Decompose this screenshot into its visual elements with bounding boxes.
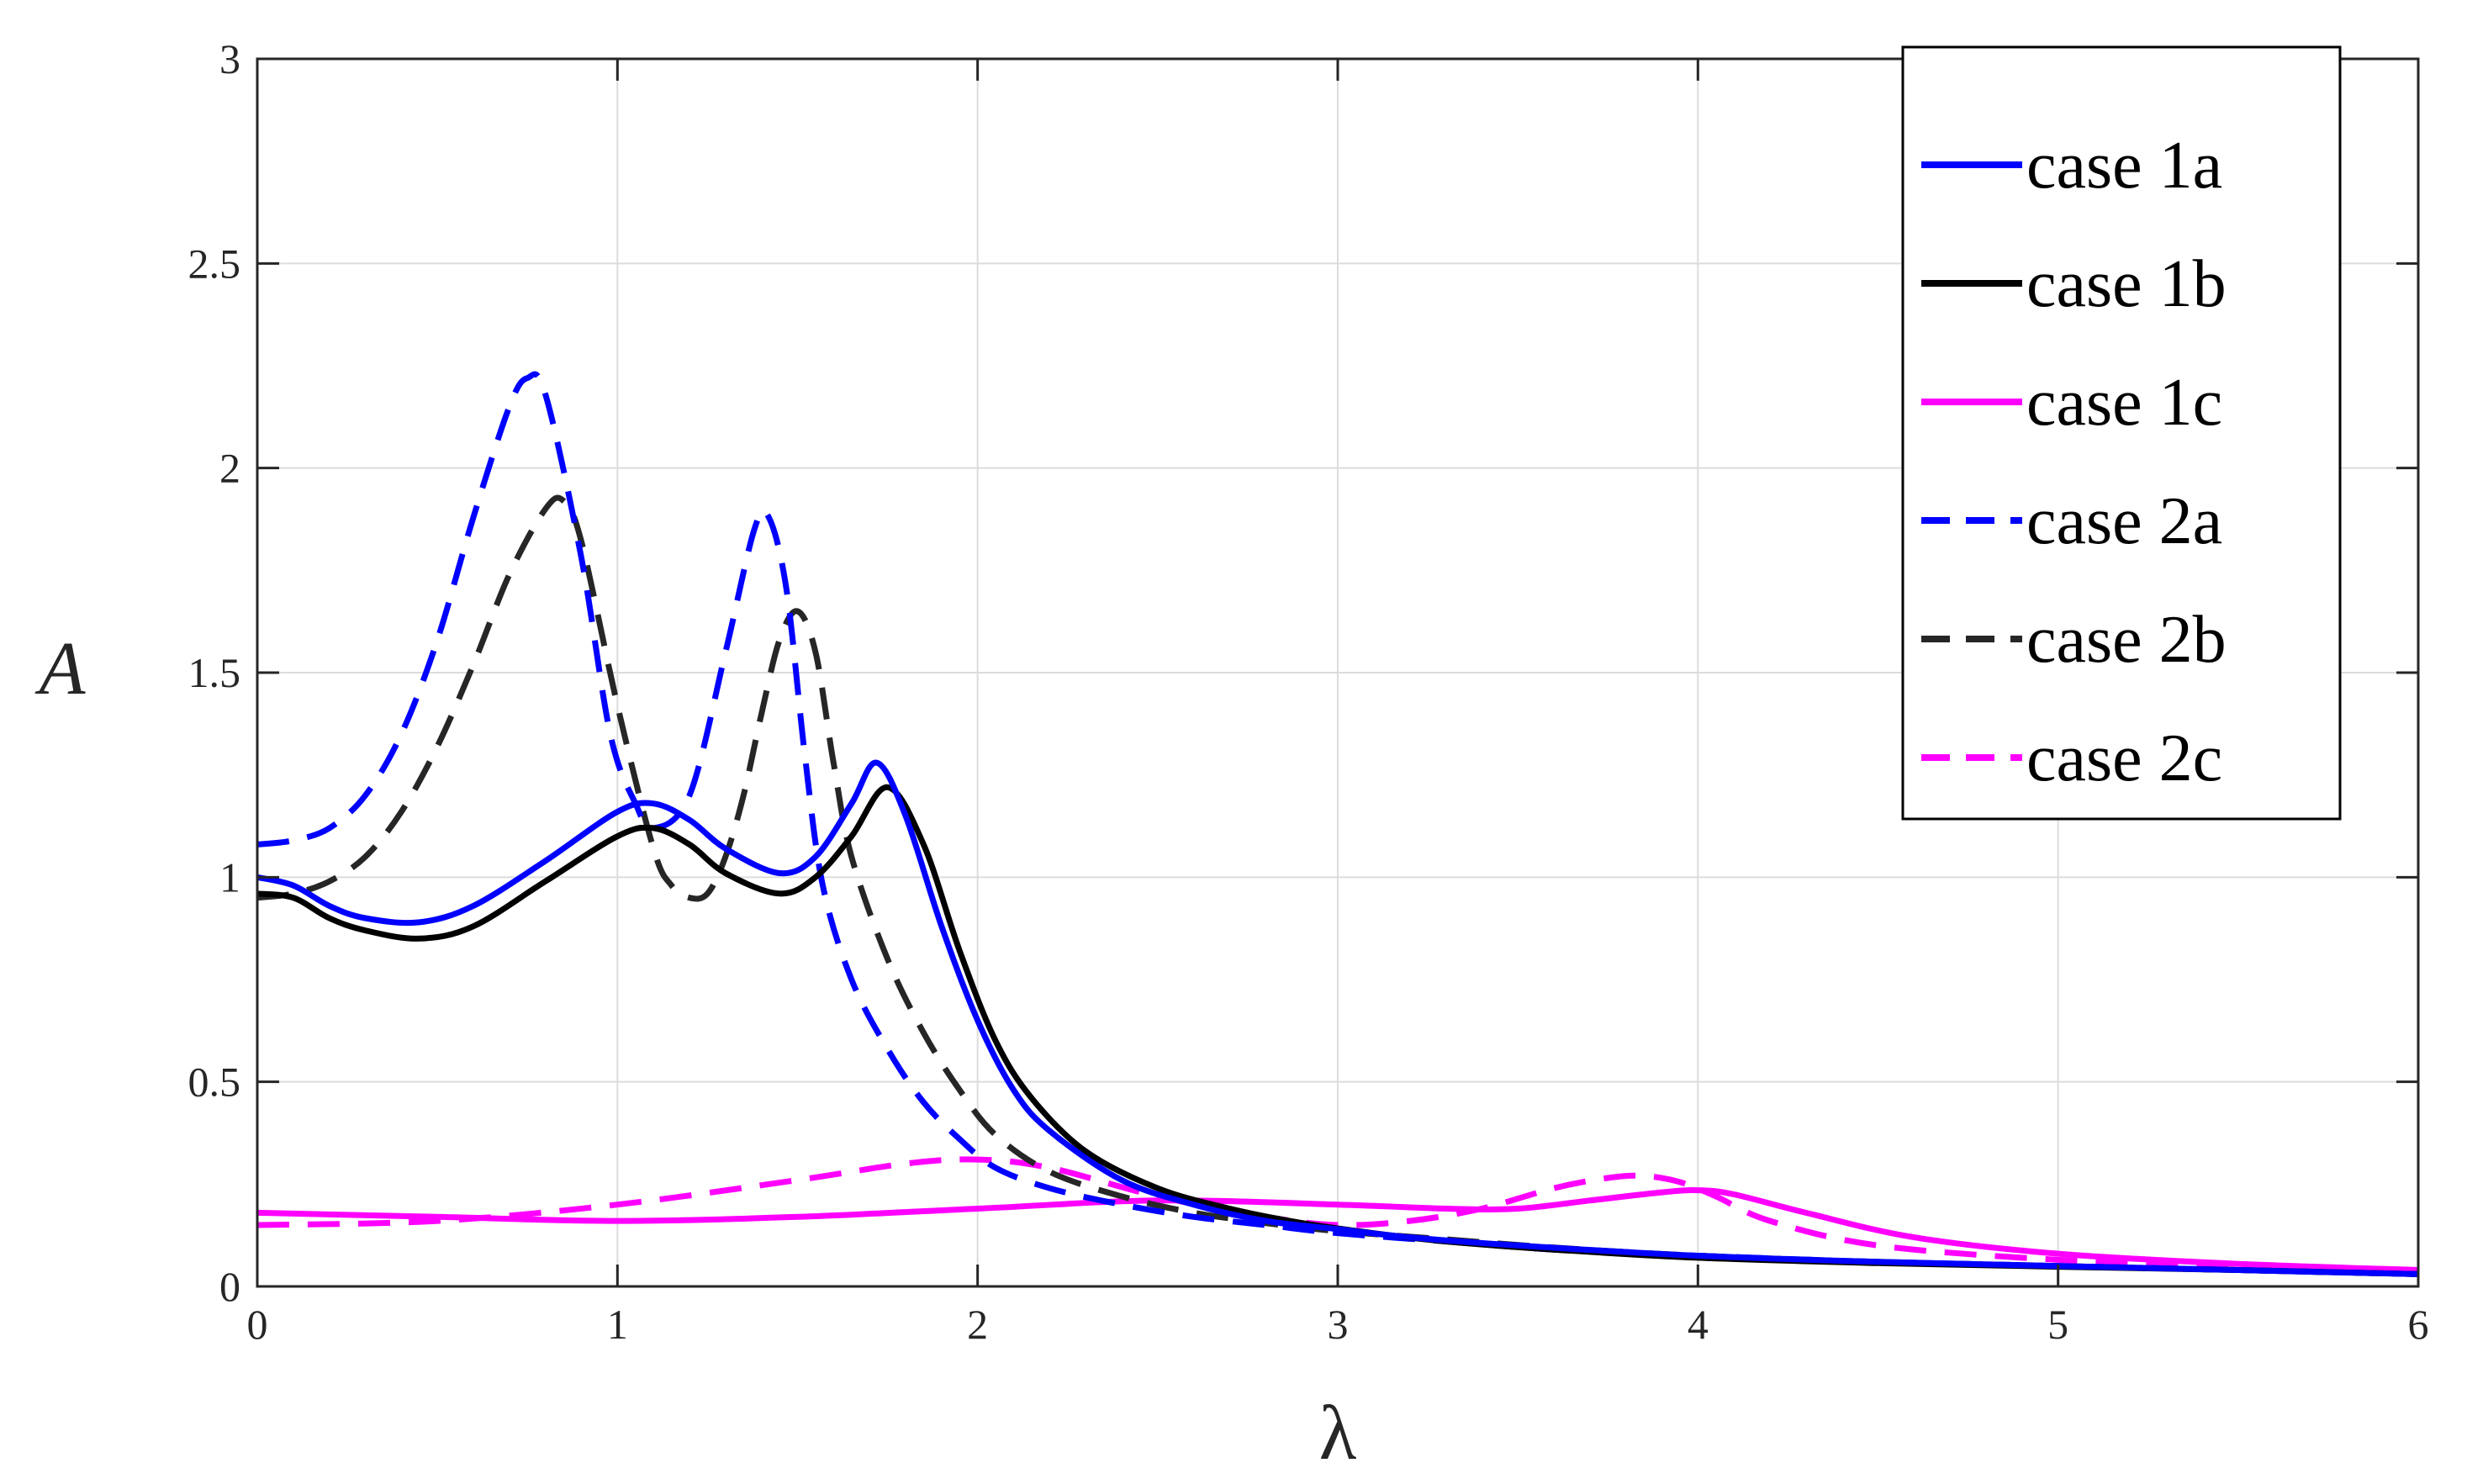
series-line-case-1c xyxy=(256,1187,2419,1273)
x-tick-label: 1 xyxy=(607,1301,628,1348)
y-tick-label: 0 xyxy=(219,1263,240,1310)
x-tick-label: 4 xyxy=(1688,1301,1709,1348)
legend-label: case 2c xyxy=(2026,721,2222,795)
x-tick-label: 6 xyxy=(2408,1301,2429,1348)
legend-label: case 2b xyxy=(2026,603,2227,677)
legend: case 1a case 1b case 1c case 2a case 2b case … xyxy=(1901,45,2342,821)
series-group xyxy=(256,371,2419,1277)
axis-ticks xyxy=(256,57,2420,1288)
legend-label: case 1a xyxy=(2026,129,2222,203)
x-axis-label: λ xyxy=(1319,1390,1357,1476)
legend-label: case 1b xyxy=(2026,247,2227,321)
legend-box xyxy=(1901,45,2342,821)
y-tick-label: 0.5 xyxy=(188,1059,241,1106)
x-tick-label: 5 xyxy=(2047,1301,2068,1348)
y-tick-label: 1.5 xyxy=(188,649,241,696)
x-tick-label: 0 xyxy=(247,1301,268,1348)
y-tick-label: 3 xyxy=(219,35,240,82)
legend-label: case 2a xyxy=(2026,484,2222,558)
x-tick-label: 3 xyxy=(1328,1301,1349,1348)
y-tick-label: 1 xyxy=(219,853,240,900)
tick-labels: 0 1 2 3 4 5 6 0 0.5 1 1.5 2 2.5 3 xyxy=(188,35,2429,1348)
series-line-case-2a xyxy=(256,371,2419,1277)
y-tick-label: 2 xyxy=(219,445,240,492)
series-line-case-1a xyxy=(256,759,2419,1277)
x-tick-label: 2 xyxy=(967,1301,988,1348)
legend-label: case 1c xyxy=(2026,366,2222,440)
y-tick-label: 2.5 xyxy=(188,240,241,287)
series-line-case-2c xyxy=(256,1156,2419,1275)
y-axis-label: A xyxy=(35,627,87,710)
